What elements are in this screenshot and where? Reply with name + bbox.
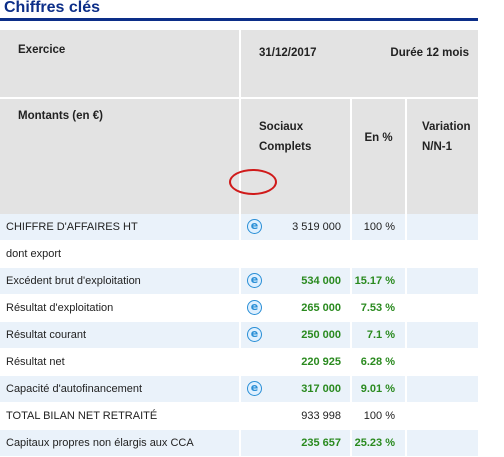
row-variation-cell (405, 241, 479, 268)
row-value: 534 000 (301, 275, 341, 287)
row-variation-cell (405, 322, 479, 349)
key-figures-grid: Exercice 31/12/2017 Durée 12 mois Montan… (0, 30, 479, 457)
row-percent-cell: 7.1 % (350, 322, 405, 349)
row-variation-cell (405, 214, 479, 241)
e-info-icon[interactable]: e (247, 300, 262, 315)
row-value: 933 998 (301, 410, 341, 422)
row-variation-cell (405, 295, 479, 322)
row-percent-cell: 25.23 % (350, 430, 405, 457)
row-variation-cell (405, 376, 479, 403)
row-variation-cell (405, 349, 479, 376)
row-value: 250 000 (301, 329, 341, 341)
e-info-icon[interactable]: e (247, 327, 262, 342)
column-header-n-n1: N/N-1 (422, 141, 453, 153)
row-percent-cell: 100 % (350, 214, 405, 241)
row-label: Capacité d'autofinancement (0, 376, 239, 403)
row-value: 235 657 (301, 437, 341, 449)
page-title: Chiffres clés (4, 0, 101, 16)
row-label: Capitaux propres non élargis aux CCA (0, 430, 239, 457)
row-label: Résultat net (0, 349, 239, 376)
exercice-label: Exercice (18, 44, 66, 56)
exercice-date: 31/12/2017 (259, 47, 317, 59)
column-header-en-pct: En % (364, 132, 393, 144)
row-percent-cell: 15.17 % (350, 268, 405, 295)
exercice-duration: Durée 12 mois (390, 47, 470, 59)
row-percent: 25.23 % (354, 437, 395, 449)
table-row: Résultat d'exploitation e 265 000 7.53 % (0, 295, 479, 322)
row-percent: 7.53 % (360, 302, 395, 314)
row-value: 3 519 000 (292, 221, 341, 233)
row-value-cell: e 3 519 000 (239, 214, 350, 241)
row-value-cell: e 250 000 (239, 322, 350, 349)
header-row-exercice: Exercice 31/12/2017 Durée 12 mois (0, 30, 479, 99)
row-label: TOTAL BILAN NET RETRAITÉ (0, 403, 239, 430)
row-variation-cell (405, 430, 479, 457)
table-row: TOTAL BILAN NET RETRAITÉ 933 998 100 % (0, 403, 479, 430)
row-label: Résultat d'exploitation (0, 295, 239, 322)
table-row: Résultat courant e 250 000 7.1 % (0, 322, 479, 349)
row-value-cell: 235 657 (239, 430, 350, 457)
row-value-cell: 933 998 (239, 403, 350, 430)
e-info-icon[interactable]: e (247, 273, 262, 288)
table-row: Capitaux propres non élargis aux CCA 235 … (0, 430, 479, 457)
row-percent: 15.17 % (354, 275, 395, 287)
header-row-columns: Montants (en €) Sociaux Complets En % Va… (0, 99, 479, 214)
row-percent: 100 % (363, 410, 395, 422)
table-row: CHIFFRE D'AFFAIRES HT e 3 519 000 100 % (0, 214, 479, 241)
row-label: CHIFFRE D'AFFAIRES HT (0, 214, 239, 241)
column-header-variation: Variation (422, 121, 471, 133)
row-percent-cell: 100 % (350, 403, 405, 430)
row-percent: 7.1 % (366, 329, 395, 341)
key-figures-table: Exercice 31/12/2017 Durée 12 mois Montan… (0, 30, 479, 457)
row-label: Résultat courant (0, 322, 239, 349)
table-row: Résultat net 220 925 6.28 % (0, 349, 479, 376)
title-bar: Chiffres clés (0, 0, 478, 21)
row-value-cell: e 317 000 (239, 376, 350, 403)
row-percent: 9.01 % (360, 383, 395, 395)
montants-label: Montants (en €) (18, 110, 103, 122)
row-percent-cell: 7.53 % (350, 295, 405, 322)
row-percent: 6.28 % (360, 356, 395, 368)
row-percent-cell: 9.01 % (350, 376, 405, 403)
row-variation-cell (405, 268, 479, 295)
table-row: dont export (0, 241, 479, 268)
e-info-icon[interactable]: e (247, 219, 262, 234)
row-value-cell: 220 925 (239, 349, 350, 376)
table-row: Excédent brut d'exploitation e 534 000 15.1… (0, 268, 479, 295)
row-label: dont export (0, 241, 239, 268)
row-value: 317 000 (301, 383, 341, 395)
row-value: 265 000 (301, 302, 341, 314)
column-header-complets: Complets (259, 141, 312, 153)
row-variation-cell (405, 403, 479, 430)
row-value-cell: e 265 000 (239, 295, 350, 322)
row-percent-cell: 6.28 % (350, 349, 405, 376)
row-value: 220 925 (301, 356, 341, 368)
row-percent: 100 % (363, 221, 395, 233)
row-percent-cell (350, 241, 405, 268)
e-info-icon[interactable]: e (247, 381, 262, 396)
column-header-sociaux: Sociaux (259, 121, 304, 133)
table-body: CHIFFRE D'AFFAIRES HT e 3 519 000 100 % dont… (0, 214, 479, 457)
table-row: Capacité d'autofinancement e 317 000 9.01 % (0, 376, 479, 403)
row-value-cell: e 534 000 (239, 268, 350, 295)
row-value-cell (239, 241, 350, 268)
row-label: Excédent brut d'exploitation (0, 268, 239, 295)
